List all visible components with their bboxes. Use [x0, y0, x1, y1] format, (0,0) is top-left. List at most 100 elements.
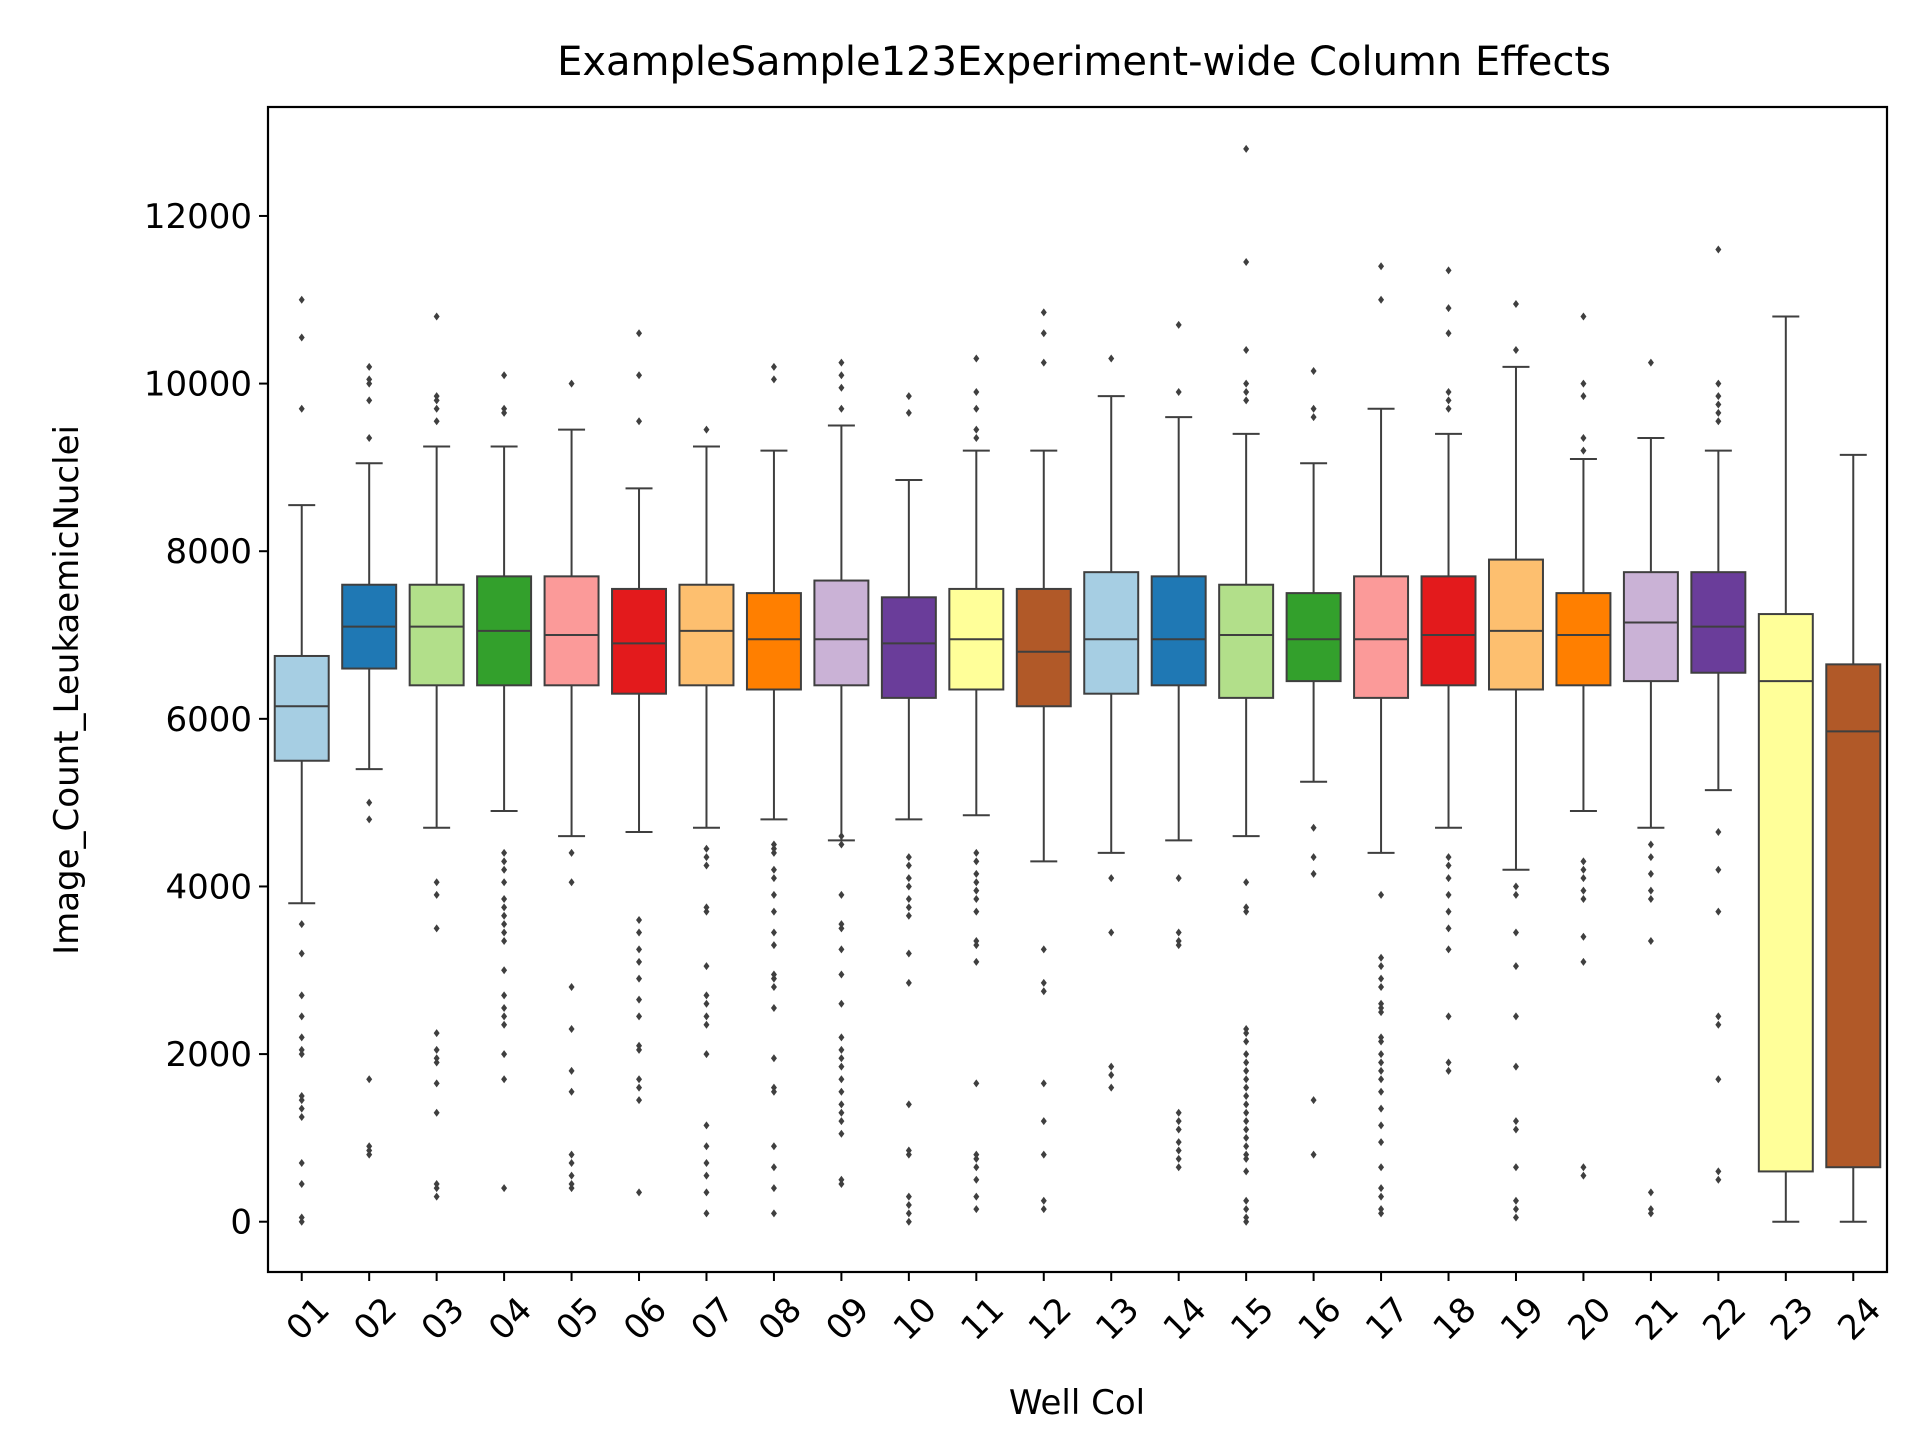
outlier-point	[1715, 1020, 1722, 1029]
box-group-07	[678, 425, 735, 1218]
outlier-point	[1445, 1066, 1452, 1075]
outlier-point	[1040, 358, 1047, 367]
outlier-point	[1647, 1205, 1654, 1214]
chart-title: ExampleSample123Experiment-wide Column E…	[557, 39, 1611, 85]
outlier-point	[298, 1050, 305, 1059]
outlier-point	[1580, 957, 1587, 966]
outlier-point	[1040, 1196, 1047, 1205]
outlier-point	[298, 333, 305, 342]
outlier-point	[1040, 987, 1047, 996]
outlier-point	[973, 1163, 980, 1172]
outlier-point	[433, 1184, 440, 1193]
box	[1150, 575, 1207, 687]
outlier-point	[1243, 1133, 1250, 1142]
outlier-point	[1647, 1188, 1654, 1197]
outlier-point	[568, 848, 575, 857]
outlier-point	[568, 1087, 575, 1096]
outlier-point	[1378, 962, 1385, 971]
outlier-point	[1378, 1138, 1385, 1147]
y-tick-label: 8000	[165, 532, 252, 572]
outlier-point	[973, 1175, 980, 1184]
outlier-point	[703, 991, 710, 1000]
box-group-24	[1825, 453, 1882, 1223]
outlier-point	[1378, 983, 1385, 992]
outlier-point	[770, 941, 777, 950]
outlier-point	[568, 379, 575, 388]
outlier-point	[973, 869, 980, 878]
outlier-point	[703, 1171, 710, 1180]
outlier-point	[433, 1108, 440, 1117]
outlier-point	[1243, 1154, 1250, 1163]
outlier-point	[568, 1179, 575, 1188]
outlier-point	[433, 396, 440, 405]
outlier-point	[1715, 379, 1722, 388]
outlier-point	[1243, 258, 1250, 267]
outlier-point	[1647, 358, 1654, 367]
outlier-point	[838, 1087, 845, 1096]
outlier-point	[1445, 1058, 1452, 1067]
outlier-point	[1378, 1058, 1385, 1067]
outlier-point	[366, 375, 373, 384]
outlier-point	[703, 1050, 710, 1059]
y-tick-label: 0	[230, 1203, 252, 1243]
outlier-point	[366, 1142, 373, 1151]
outlier-point	[973, 1205, 980, 1214]
outlier-point	[1580, 312, 1587, 321]
outlier-point	[1243, 1050, 1250, 1059]
outlier-point	[1243, 1125, 1250, 1134]
outlier-point	[1378, 1087, 1385, 1096]
outlier-point	[1040, 1205, 1047, 1214]
outlier-point	[1108, 1062, 1115, 1071]
y-tick-label: 4000	[165, 867, 252, 907]
box-group-21	[1622, 358, 1679, 1218]
outlier-point	[905, 978, 912, 987]
outlier-point	[501, 1020, 508, 1029]
outlier-point	[838, 840, 845, 849]
outlier-point	[568, 983, 575, 992]
outlier-point	[1040, 978, 1047, 987]
outlier-point	[703, 1012, 710, 1021]
outlier-point	[298, 1045, 305, 1054]
outlier-point	[636, 1045, 643, 1054]
outlier-point	[298, 1159, 305, 1168]
outlier-point	[636, 945, 643, 954]
outlier-point	[838, 1075, 845, 1084]
y-tick-label: 2000	[165, 1035, 252, 1075]
outlier-point	[770, 1083, 777, 1092]
box-group-23	[1757, 315, 1814, 1223]
outlier-point	[501, 1012, 508, 1021]
outlier-point	[1647, 1209, 1654, 1218]
box	[611, 587, 668, 695]
outlier-point	[298, 404, 305, 413]
outlier-point	[568, 1171, 575, 1180]
outlier-point	[433, 417, 440, 426]
outlier-point	[905, 853, 912, 862]
outlier-point	[1580, 446, 1587, 455]
outlier-point	[501, 903, 508, 912]
outlier-point	[1175, 1163, 1182, 1172]
outlier-point	[1243, 346, 1250, 355]
outlier-point	[501, 1050, 508, 1059]
outlier-point	[433, 1179, 440, 1188]
outlier-point	[1040, 308, 1047, 317]
outlier-point	[1243, 1091, 1250, 1100]
outlier-point	[298, 1104, 305, 1113]
outlier-point	[1175, 1108, 1182, 1117]
outlier-point	[1512, 1163, 1519, 1172]
outlier-point	[1647, 853, 1654, 862]
outlier-point	[568, 1024, 575, 1033]
outlier-point	[838, 404, 845, 413]
outlier-point	[1647, 840, 1654, 849]
outlier-point	[298, 1179, 305, 1188]
outlier-point	[770, 974, 777, 983]
outlier-point	[703, 844, 710, 853]
outlier-point	[501, 878, 508, 887]
box-group-10	[880, 392, 937, 1226]
outlier-point	[1580, 886, 1587, 895]
outlier-point	[1715, 392, 1722, 401]
outlier-point	[636, 974, 643, 983]
outlier-point	[1512, 962, 1519, 971]
outlier-point	[1445, 907, 1452, 916]
outlier-point	[1040, 1150, 1047, 1159]
